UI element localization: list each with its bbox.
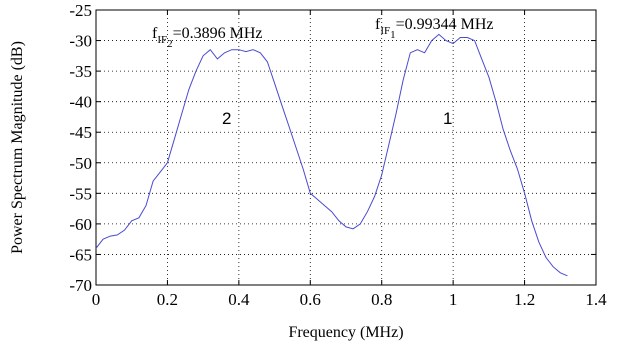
x-tick-label: 1 bbox=[449, 290, 458, 309]
grid-lines bbox=[96, 10, 596, 285]
y-tick-label: -60 bbox=[69, 215, 92, 234]
y-tick-label: -35 bbox=[69, 62, 92, 81]
x-tick-label: 0 bbox=[92, 290, 101, 309]
y-tick-label: -25 bbox=[69, 1, 92, 20]
x-tick-label: 0.6 bbox=[300, 290, 321, 309]
x-tick-label: 0.4 bbox=[228, 290, 250, 309]
x-axis-label: Frequency (MHz) bbox=[288, 324, 403, 341]
tick-labels: 0 0.2 0.4 0.6 0.8 1 1.2 1.4 -25 -30 -35 -40 -45 -50 -5… bbox=[69, 1, 607, 309]
x-tick-label: 0.2 bbox=[157, 290, 178, 309]
y-tick-label: -40 bbox=[69, 93, 92, 112]
y-tick-label: -30 bbox=[69, 32, 92, 51]
x-tick-label: 0.8 bbox=[371, 290, 392, 309]
x-tick-label: 1.4 bbox=[585, 290, 607, 309]
plot-frame bbox=[95, 9, 597, 286]
spectrum-series-line bbox=[95, 33, 568, 277]
y-tick-label: -65 bbox=[69, 245, 92, 264]
x-tick-label: 1.2 bbox=[514, 290, 535, 309]
annotation-fif2: fIF2=0.3896 MHz bbox=[152, 25, 263, 50]
annotation-fif1: fIF1=0.99344 MHz bbox=[375, 16, 494, 41]
peak-label-1: 1 bbox=[443, 109, 452, 128]
peak-label-2: 2 bbox=[222, 109, 231, 128]
y-tick-label: -55 bbox=[69, 184, 92, 203]
axis-ticks bbox=[95, 9, 597, 286]
y-axis-label: Power Spectrum Magnitude (dB) bbox=[9, 41, 26, 254]
y-tick-label: -50 bbox=[69, 154, 92, 173]
y-tick-label: -70 bbox=[69, 276, 92, 295]
y-tick-label: -45 bbox=[69, 123, 92, 142]
